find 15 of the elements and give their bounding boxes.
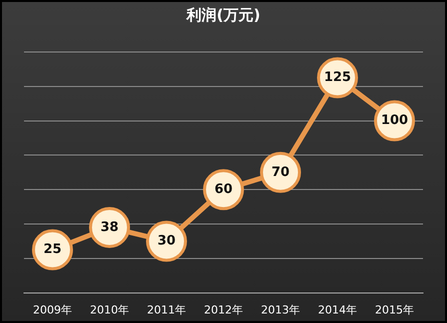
x-tick-label: 2013年	[261, 303, 300, 316]
x-tick-label: 2014年	[318, 303, 357, 316]
data-label: 100	[380, 113, 408, 128]
chart-title: 利润(万元)	[185, 6, 262, 25]
data-label: 60	[214, 182, 233, 197]
x-tick-label: 2011年	[147, 303, 186, 316]
x-tick-label: 2015年	[375, 303, 414, 316]
x-tick-label: 2009年	[33, 303, 72, 316]
x-tick-label: 2012年	[204, 303, 243, 316]
data-label: 38	[100, 220, 119, 235]
data-label: 30	[157, 234, 176, 249]
data-label: 70	[271, 164, 290, 180]
data-label: 125	[324, 70, 352, 86]
x-tick-label: 2010年	[90, 303, 129, 316]
data-label: 25	[43, 242, 62, 258]
